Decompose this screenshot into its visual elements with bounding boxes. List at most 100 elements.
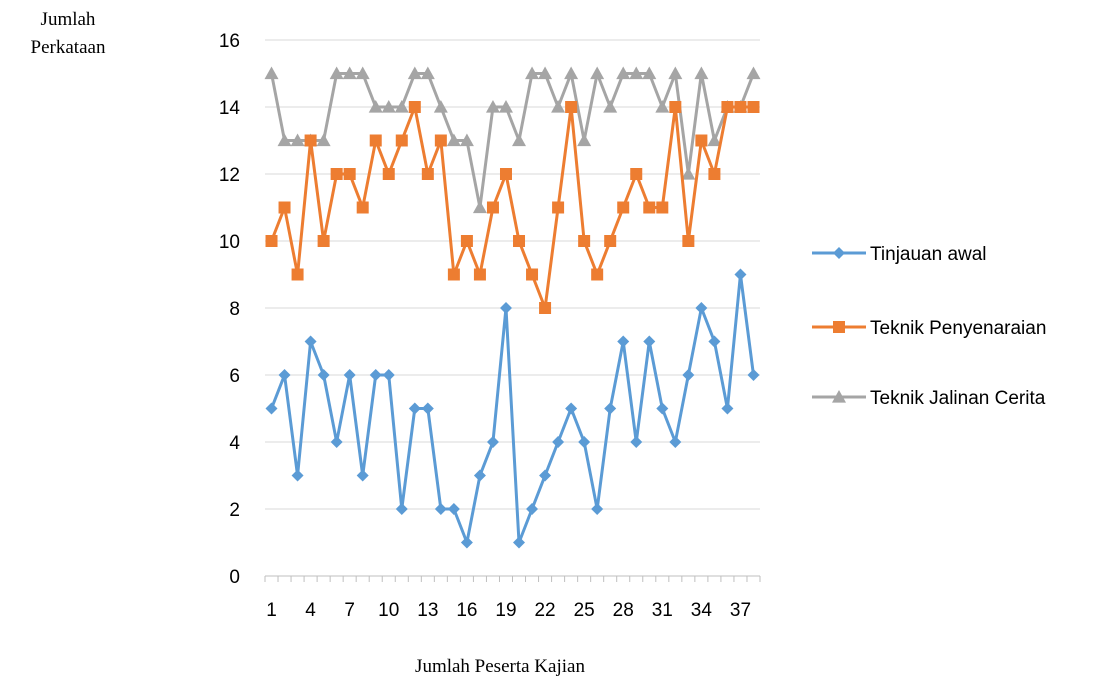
x-tick-label-34: 34 [691,600,713,621]
series-3-point-1 [264,66,279,80]
series-1-point-6 [330,436,343,448]
series-3-point-25 [577,133,592,147]
series-3-point-24 [564,66,579,80]
series-3-point-30 [642,66,657,80]
series-3-point-13 [420,66,435,80]
x-tick-label-10: 10 [378,600,399,621]
series-layer [264,66,761,549]
x-tick-label-22: 22 [534,600,555,621]
series-1-point-9 [369,369,382,381]
legend-swatch-marker-3 [832,390,846,403]
series-2-point-29 [630,168,643,180]
x-tick-label-28: 28 [613,600,634,621]
series-2-point-5 [317,235,330,247]
x-tick-label-16: 16 [456,600,477,621]
series-1-point-10 [382,369,395,381]
series-2-point-16 [460,235,473,247]
series-1-point-7 [343,369,356,381]
series-1-point-18 [486,436,499,448]
legend-item-1: Tinjauan awal [812,244,987,265]
series-2-point-26 [591,268,604,281]
series-2-point-3 [291,268,304,281]
y-axis-title-line-2: Perkataan [30,37,106,58]
series-2-point-19 [499,168,512,180]
series-1-point-33 [682,369,695,381]
x-tick-label-7: 7 [344,600,355,621]
series-3-point-18 [485,100,500,113]
series-1-point-27 [604,402,617,415]
series-2-point-34 [695,134,708,147]
series-1-point-32 [669,436,682,448]
series-3-point-16 [459,133,474,147]
series-3-point-22 [538,66,553,80]
series-2-point-28 [617,201,630,214]
series-3-point-9 [368,100,383,113]
series-3-point-5 [316,133,331,147]
series-2-point-14 [434,134,447,147]
series-1-point-29 [630,436,643,448]
series-3-point-32 [668,66,683,80]
series-3-point-8 [355,66,370,80]
series-1-point-25 [578,436,591,448]
series-2-point-22 [539,302,552,314]
series-3-point-3 [290,133,305,147]
series-2 [265,101,760,314]
legend-label-3: Teknik Jalinan Cerita [870,388,1046,409]
series-3 [264,66,761,214]
series-3-point-31 [655,100,670,113]
legend-item-3: Teknik Jalinan Cerita [812,388,1046,409]
series-1-line [270,273,755,544]
series-2-point-24 [565,101,578,113]
series-1-point-23 [552,436,565,448]
x-tick-label-25: 25 [574,600,595,621]
x-tick-label-1: 1 [266,600,277,621]
series-2-point-6 [330,168,343,180]
y-tick-label-4: 4 [229,433,240,454]
series-1-point-20 [513,536,526,549]
series-1-point-34 [695,302,708,314]
y-axis-title-line-1: Jumlah [40,9,96,30]
series-3-point-2 [277,133,292,147]
series-3-point-29 [629,66,644,80]
series-1-point-3 [291,469,304,482]
series-1-point-11 [395,503,408,515]
series-3-point-26 [590,66,605,80]
y-tick-label-8: 8 [229,299,240,320]
series-3-point-17 [472,200,487,214]
series-2-point-2 [278,201,291,214]
series-1-point-31 [656,402,669,415]
y-tick-label-2: 2 [229,500,240,521]
series-1-point-4 [304,335,317,348]
series-3-point-34 [694,66,709,80]
series-3-point-19 [498,100,513,113]
series-2-point-37 [734,101,747,113]
series-2-point-25 [578,235,591,247]
series-1-point-8 [356,469,369,482]
series-2-point-7 [343,168,356,180]
series-2-point-8 [356,201,369,214]
series-2-point-9 [369,134,382,147]
x-tick-label-31: 31 [652,600,673,621]
series-2-point-31 [656,201,669,214]
y-tick-label-14: 14 [219,98,241,119]
x-tick-label-37: 37 [730,600,751,621]
y-axis-title: Jumlah Perkataan [6,6,130,62]
y-tick-label-16: 16 [219,31,240,52]
series-2-point-12 [408,101,421,113]
y-tick-label-12: 12 [219,165,240,186]
y-tick-label-6: 6 [229,366,240,387]
series-3-point-7 [342,66,357,80]
series-1-point-2 [278,369,291,381]
legend-label-1: Tinjauan awal [870,244,987,265]
series-3-point-27 [603,100,618,113]
x-tick-label-4: 4 [305,600,316,621]
series-2-point-38 [747,101,760,113]
series-3-point-10 [381,100,396,113]
legend-item-2: Teknik Penyenaraian [812,318,1046,339]
series-2-point-17 [473,268,486,281]
series-1-point-35 [708,335,721,348]
series-1-point-21 [526,503,539,515]
series-2-point-30 [643,201,656,214]
